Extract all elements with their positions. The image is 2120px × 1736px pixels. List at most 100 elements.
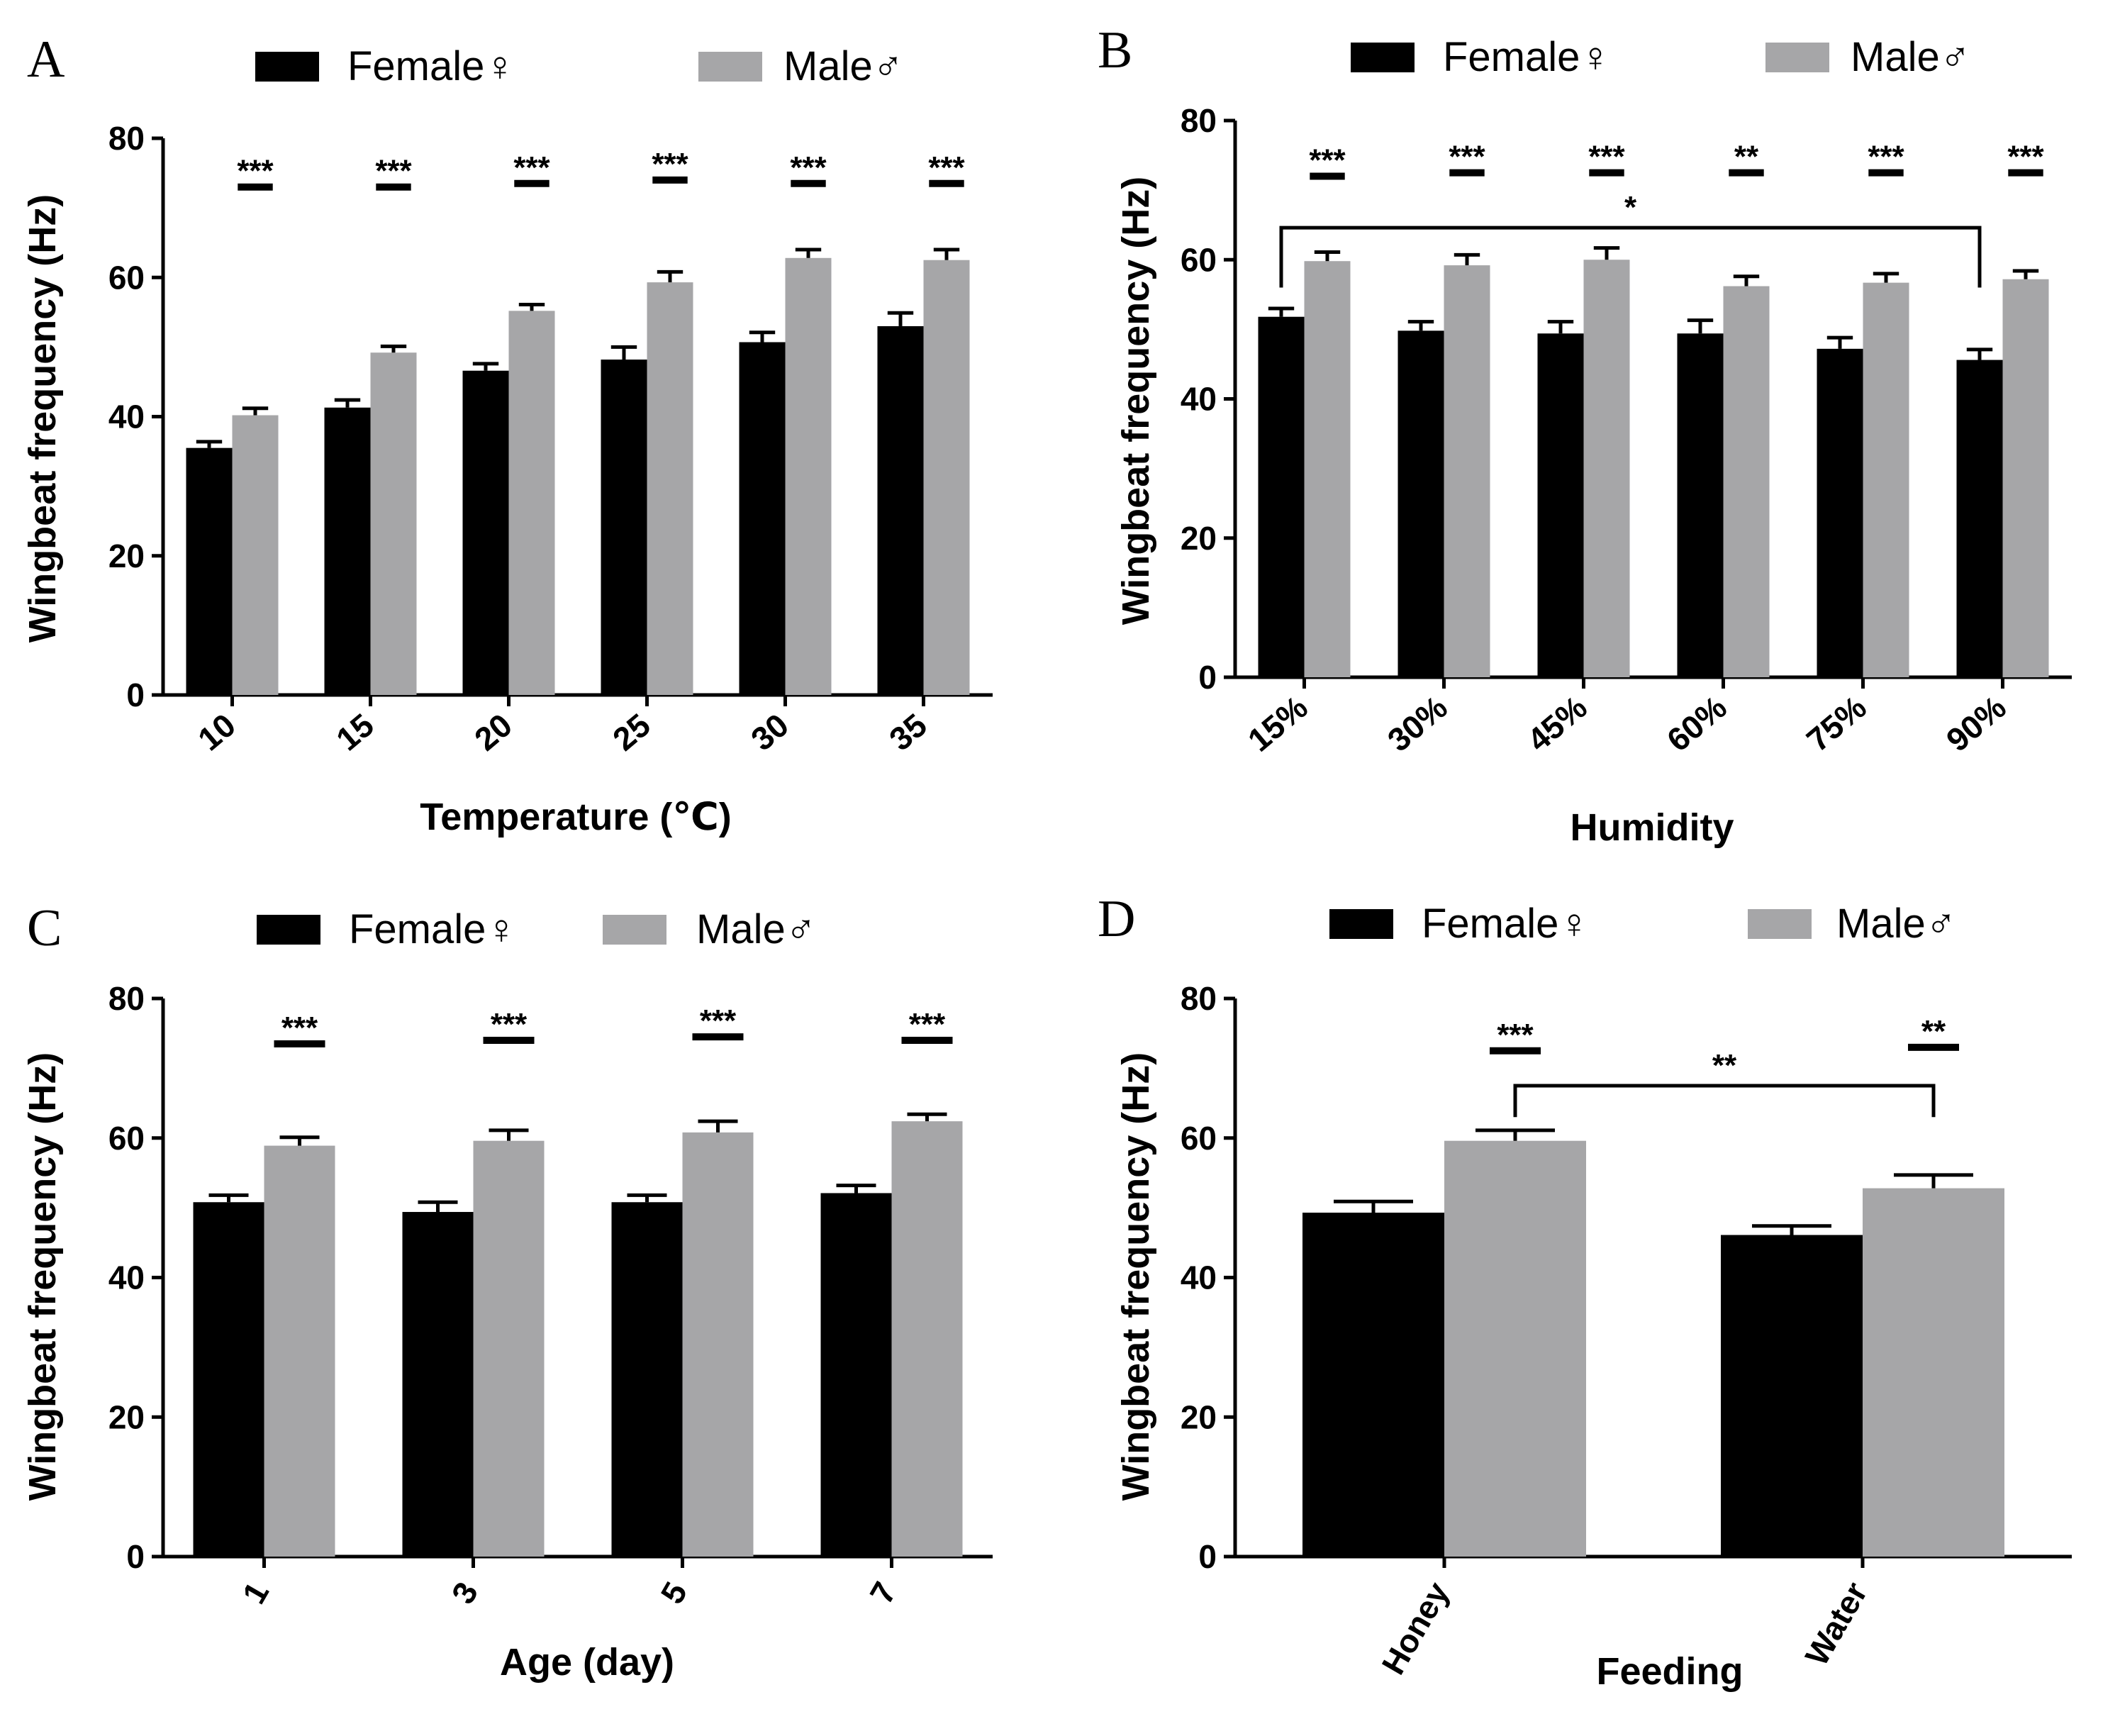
female-bar xyxy=(193,1202,264,1557)
legend-swatch-male xyxy=(603,915,666,945)
female-bar xyxy=(324,407,371,695)
panel-letter: B xyxy=(1098,21,1132,79)
y-tick-label: 60 xyxy=(108,259,145,296)
x-tick-label: 15% xyxy=(1241,689,1315,759)
female-bar xyxy=(462,370,509,695)
x-tick-label: 20 xyxy=(467,706,519,758)
x-tick-label: 30 xyxy=(744,706,796,758)
x-tick-label: 1 xyxy=(235,1576,276,1610)
legend-label-female: Female♀ xyxy=(349,906,517,952)
male-bar xyxy=(1863,1188,2004,1557)
legend-label-male: Male♂ xyxy=(783,43,903,89)
female-bar xyxy=(1302,1213,1444,1557)
legend-swatch-female xyxy=(1351,43,1415,72)
female-bar xyxy=(877,326,924,695)
female-bar xyxy=(1537,333,1584,677)
legend-swatch-female xyxy=(257,915,320,945)
significance-label: *** xyxy=(652,147,688,182)
x-tick-label: 5 xyxy=(653,1576,694,1610)
significance-label: *** xyxy=(237,154,274,189)
panel-letter: A xyxy=(27,30,65,89)
legend-label-male: Male♂ xyxy=(1836,901,1956,947)
x-tick-label: 15 xyxy=(329,706,381,758)
panel-c: C Female♀ Male♂ 0 20 40 60 80 Wingbeat frequency… xyxy=(21,899,993,1684)
significance-label: *** xyxy=(1449,140,1485,174)
y-tick-label: 80 xyxy=(1181,102,1217,139)
x-axis-title: Feeding xyxy=(1596,1650,1743,1693)
x-tick-label: 90% xyxy=(1939,689,2013,759)
male-bar xyxy=(923,260,970,695)
x-tick-label: 35 xyxy=(882,706,934,758)
y-axis-title: Wingbeat frequency (Hz) xyxy=(1115,177,1157,625)
panel-letter: D xyxy=(1098,890,1135,948)
y-tick-label: 80 xyxy=(1181,980,1217,1017)
legend-label-female: Female♀ xyxy=(1443,34,1611,80)
y-tick-label: 60 xyxy=(108,1120,145,1157)
male-bar xyxy=(1444,1140,1586,1557)
legend: Female♀ Male♂ xyxy=(255,43,903,89)
y-tick-label: 80 xyxy=(108,120,145,157)
x-tick-label: 45% xyxy=(1520,689,1594,759)
x-tick-label: 60% xyxy=(1660,689,1734,759)
y-tick-label: 0 xyxy=(1198,659,1217,696)
legend-label-female: Female♀ xyxy=(347,43,515,89)
y-tick-label: 0 xyxy=(126,1538,145,1575)
bracket-label: ** xyxy=(1712,1048,1737,1083)
significance-label: *** xyxy=(1497,1018,1534,1052)
female-bar xyxy=(739,342,786,695)
female-bar xyxy=(1397,330,1444,677)
y-tick-label: 40 xyxy=(1181,1259,1217,1296)
comparison-bracket xyxy=(1279,226,1982,288)
y-tick-label: 60 xyxy=(1181,241,1217,278)
y-tick-label: 40 xyxy=(108,399,145,435)
male-bar xyxy=(2002,279,2049,678)
y-tick-label: 40 xyxy=(1181,381,1217,418)
significance-label: *** xyxy=(491,1007,528,1042)
male-bar xyxy=(1863,282,1909,678)
significance-label: *** xyxy=(1588,140,1625,174)
male-bar xyxy=(891,1121,963,1557)
male-bar xyxy=(647,282,693,695)
y-tick-label: 40 xyxy=(108,1259,145,1296)
legend-label-male: Male♂ xyxy=(1851,34,1970,80)
female-bar xyxy=(1677,333,1724,677)
x-tick-label: 3 xyxy=(444,1576,485,1610)
y-tick-label: 20 xyxy=(1181,520,1217,557)
panel-letter: C xyxy=(27,899,62,957)
female-bar xyxy=(186,447,233,695)
y-tick-label: 20 xyxy=(1181,1398,1217,1435)
male-bar xyxy=(508,311,555,696)
significance-label: *** xyxy=(909,1007,946,1042)
y-axis-title: Wingbeat frequency (Hz) xyxy=(21,194,64,643)
legend-swatch-female xyxy=(255,52,319,82)
significance-label: ** xyxy=(1734,140,1759,174)
x-tick-label: Honey xyxy=(1374,1576,1456,1681)
legend: Female♀ Male♂ xyxy=(257,906,816,952)
x-tick-label: 7 xyxy=(862,1576,903,1610)
panel-d: D Female♀ Male♂ 0 20 40 60 80 Wingbeat frequency… xyxy=(1098,890,2072,1693)
male-bar xyxy=(1304,261,1351,677)
y-tick-label: 60 xyxy=(1181,1120,1217,1157)
x-axis-title: Humidity xyxy=(1570,806,1734,849)
panel-b: B Female♀ Male♂ 0 20 40 60 80 Wingbeat frequency… xyxy=(1098,21,2072,849)
legend: Female♀ Male♂ xyxy=(1329,901,1956,947)
male-bar xyxy=(1583,260,1630,677)
female-bar xyxy=(1817,348,1863,677)
legend-swatch-female xyxy=(1329,909,1393,939)
x-axis-title: Temperature (℃) xyxy=(420,796,731,838)
male-bar xyxy=(785,257,832,695)
significance-label: *** xyxy=(281,1011,318,1045)
significance-label: *** xyxy=(928,150,965,185)
comparison-bracket xyxy=(1513,1084,1936,1118)
legend-swatch-male xyxy=(1765,43,1829,72)
significance-label: *** xyxy=(790,150,827,185)
y-tick-label: 0 xyxy=(126,677,145,713)
significance-label: *** xyxy=(1868,140,1904,174)
x-tick-label: 30% xyxy=(1380,689,1454,759)
y-tick-label: 20 xyxy=(108,1398,145,1435)
female-bar xyxy=(1258,316,1305,677)
panel-a: A Female♀ Male♂ 0 20 40 60 80 Wingbeat frequency… xyxy=(21,30,993,838)
bracket-label: * xyxy=(1624,190,1637,225)
male-bar xyxy=(473,1140,545,1557)
